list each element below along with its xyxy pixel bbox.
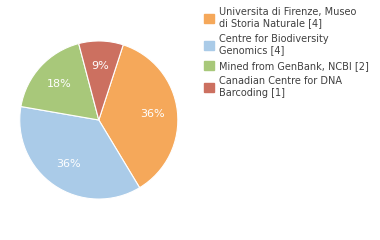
Text: 18%: 18%: [47, 79, 71, 89]
Wedge shape: [20, 107, 139, 199]
Legend: Universita di Firenze, Museo
di Storia Naturale [4], Centre for Biodiversity
Gen: Universita di Firenze, Museo di Storia N…: [203, 5, 371, 100]
Text: 9%: 9%: [92, 61, 109, 71]
Wedge shape: [79, 41, 123, 120]
Wedge shape: [99, 45, 178, 188]
Text: 36%: 36%: [56, 159, 81, 169]
Wedge shape: [21, 43, 99, 120]
Text: 36%: 36%: [140, 109, 165, 119]
